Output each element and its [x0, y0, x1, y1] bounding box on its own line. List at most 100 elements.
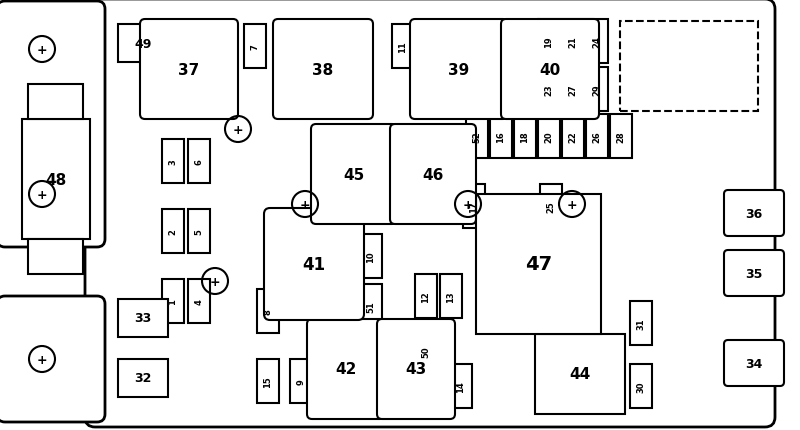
- Text: 1: 1: [169, 298, 178, 304]
- Bar: [257, 289, 279, 333]
- Bar: [538, 20, 560, 64]
- Text: 50: 50: [422, 345, 430, 357]
- Text: +: +: [300, 198, 310, 211]
- Text: 27: 27: [569, 84, 578, 95]
- Bar: [540, 184, 562, 228]
- Bar: [118, 359, 168, 397]
- Bar: [630, 364, 652, 408]
- FancyBboxPatch shape: [85, 0, 775, 427]
- Text: 39: 39: [448, 62, 470, 77]
- Bar: [162, 209, 184, 253]
- Text: 49: 49: [134, 37, 152, 50]
- Text: 5: 5: [194, 228, 203, 234]
- Text: 12: 12: [422, 290, 430, 302]
- Bar: [118, 25, 168, 63]
- Text: +: +: [37, 188, 47, 201]
- Text: 40: 40: [539, 62, 561, 77]
- Bar: [538, 68, 560, 112]
- Bar: [415, 274, 437, 318]
- Text: 9: 9: [297, 378, 306, 384]
- Bar: [28, 85, 83, 120]
- Text: 21: 21: [569, 36, 578, 48]
- FancyBboxPatch shape: [724, 190, 784, 237]
- Bar: [415, 329, 437, 373]
- FancyBboxPatch shape: [311, 125, 397, 224]
- FancyBboxPatch shape: [0, 296, 105, 422]
- Text: 14: 14: [457, 380, 466, 392]
- Text: 23: 23: [545, 84, 554, 95]
- FancyBboxPatch shape: [140, 20, 238, 120]
- Text: 44: 44: [570, 367, 590, 381]
- FancyBboxPatch shape: [273, 20, 373, 120]
- Bar: [535, 334, 625, 414]
- Bar: [440, 274, 462, 318]
- Text: 26: 26: [593, 131, 602, 142]
- Text: 42: 42: [335, 362, 357, 377]
- Text: 32: 32: [134, 372, 152, 384]
- FancyBboxPatch shape: [724, 250, 784, 296]
- Bar: [22, 120, 90, 240]
- Text: 15: 15: [263, 375, 273, 387]
- Bar: [290, 359, 312, 403]
- FancyBboxPatch shape: [724, 340, 784, 386]
- Text: 16: 16: [497, 131, 506, 142]
- Bar: [610, 115, 632, 159]
- Text: 31: 31: [637, 317, 646, 329]
- Bar: [257, 359, 279, 403]
- Text: 33: 33: [134, 312, 152, 325]
- FancyBboxPatch shape: [410, 20, 508, 120]
- Text: 7: 7: [250, 44, 259, 50]
- Text: +: +: [233, 123, 243, 136]
- Text: +: +: [37, 43, 47, 56]
- Text: +: +: [566, 198, 578, 211]
- Bar: [28, 240, 83, 274]
- Text: 41: 41: [302, 255, 326, 273]
- Bar: [476, 194, 601, 334]
- Text: 48: 48: [46, 172, 66, 187]
- Bar: [360, 234, 382, 278]
- Bar: [586, 20, 608, 64]
- Bar: [188, 209, 210, 253]
- Text: 17: 17: [470, 201, 478, 212]
- Bar: [118, 299, 168, 337]
- FancyBboxPatch shape: [377, 319, 455, 419]
- Bar: [630, 301, 652, 345]
- Text: 20: 20: [545, 131, 554, 142]
- Text: 30: 30: [637, 381, 646, 392]
- Bar: [620, 22, 758, 112]
- Text: 22: 22: [569, 131, 578, 142]
- Text: 24: 24: [593, 36, 602, 48]
- Text: +: +: [210, 275, 220, 288]
- Bar: [244, 25, 266, 69]
- FancyBboxPatch shape: [307, 319, 385, 419]
- Bar: [360, 284, 382, 328]
- Bar: [162, 280, 184, 323]
- Bar: [586, 68, 608, 112]
- FancyBboxPatch shape: [390, 125, 476, 224]
- Text: 45: 45: [343, 167, 365, 182]
- Text: 8: 8: [263, 308, 273, 314]
- Bar: [562, 68, 584, 112]
- Text: 35: 35: [746, 267, 762, 280]
- Text: 47: 47: [525, 255, 552, 274]
- Bar: [188, 140, 210, 184]
- Text: 4: 4: [194, 298, 203, 304]
- Bar: [490, 115, 512, 159]
- Bar: [538, 115, 560, 159]
- FancyBboxPatch shape: [501, 20, 599, 120]
- Text: 36: 36: [746, 207, 762, 220]
- FancyBboxPatch shape: [264, 209, 364, 320]
- Text: 11: 11: [398, 41, 407, 53]
- Text: 46: 46: [422, 167, 444, 182]
- Text: 19: 19: [545, 36, 554, 48]
- Text: 29: 29: [593, 84, 602, 95]
- Bar: [162, 140, 184, 184]
- Bar: [586, 115, 608, 159]
- Text: +: +: [462, 198, 474, 211]
- Text: 37: 37: [178, 62, 200, 77]
- Text: 13: 13: [446, 291, 455, 302]
- Text: 34: 34: [746, 356, 762, 370]
- Text: 38: 38: [312, 62, 334, 77]
- Text: 6: 6: [194, 159, 203, 165]
- Bar: [392, 25, 414, 69]
